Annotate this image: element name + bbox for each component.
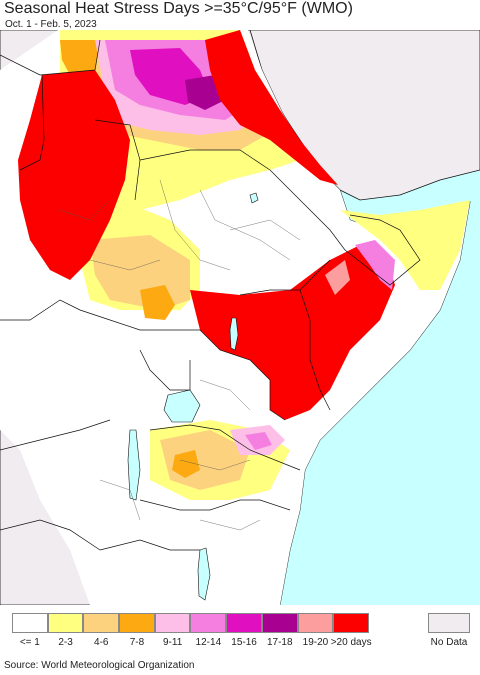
legend-label-7: 17-18 [266,637,293,648]
country-borders [0,39,421,551]
zone-12-14-coast [355,240,395,290]
legend-label-4: 9-11 [163,637,183,648]
legend-swatch-2 [83,613,120,633]
legend-swatches [12,613,369,633]
legend-swatch-1 [47,613,84,633]
lake-tanganyika [127,429,141,501]
zone-19-20-east [325,260,350,295]
source-credit: Source: World Meteorological Organizatio… [4,660,195,671]
zone-20plus-east [190,245,395,420]
zone-7-8-north [60,40,100,75]
lake-malawi [197,547,211,601]
legend-swatch-8 [297,613,334,633]
legend-label-no-data: No Data [430,637,468,648]
legend-swatch-4 [154,613,191,633]
legend-swatch-3 [119,613,155,633]
lake-turkana [229,317,239,351]
zone-7-8-blob [140,285,175,320]
legend-label-2: 4-6 [94,637,109,648]
zone-12-14-south [245,432,272,450]
legend-swatch-7 [261,613,298,633]
date-range: Oct. 1 - Feb. 5, 2023 [5,19,97,30]
legend-label-9: >20 days [330,637,372,648]
legend-label-1: 2-3 [58,637,73,648]
heat-stress-map [0,30,480,605]
legend: <= 1 2-3 4-6 7-8 9-11 12-14 15-16 17-18 19-20 >20… [12,613,470,653]
legend-swatch-no-data [428,613,470,633]
map-title: Seasonal Heat Stress Days >=35°C/95°F (W… [4,0,353,17]
zone-2-3-horn [340,200,470,290]
zone-7-8-south [172,450,200,478]
legend-swatch-5 [190,613,227,633]
admin-borders [59,179,301,531]
legend-swatch-6 [226,613,262,633]
legend-label-3: 7-8 [129,637,145,648]
legend-label-0: <= 1 [19,637,40,648]
legend-label-6: 15-16 [231,637,257,648]
legend-label-8: 19-20 [302,637,329,648]
legend-label-5: 12-14 [195,637,222,648]
legend-swatch-9 [333,613,369,633]
lake-tana [249,192,259,204]
zone-20plus-nile [18,70,130,280]
zone-20plus-red-sea [205,30,338,185]
legend-swatch-0 [12,613,48,633]
